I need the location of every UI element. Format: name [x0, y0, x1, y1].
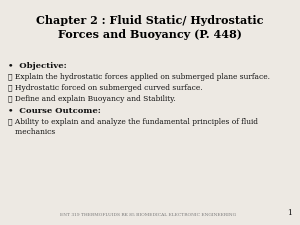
- Text: ✓ Hydrostatic forced on submerged curved surface.: ✓ Hydrostatic forced on submerged curved…: [8, 84, 202, 92]
- Text: •  Objective:: • Objective:: [8, 62, 67, 70]
- Text: 1: 1: [287, 209, 292, 217]
- Text: ✓ Ability to explain and analyze the fundamental principles of fluid
   mechanic: ✓ Ability to explain and analyze the fun…: [8, 118, 258, 136]
- Text: ✓ Define and explain Buoyancy and Stability.: ✓ Define and explain Buoyancy and Stabil…: [8, 95, 176, 103]
- Text: ✓ Explain the hydrostatic forces applied on submerged plane surface.: ✓ Explain the hydrostatic forces applied…: [8, 73, 270, 81]
- Text: •  Course Outcome:: • Course Outcome:: [8, 107, 101, 115]
- Text: ENT 319 THERMOFLUIDS RK 85 BIOMEDICAL ELECTRONIC ENGINEERING: ENT 319 THERMOFLUIDS RK 85 BIOMEDICAL EL…: [60, 213, 236, 217]
- Text: Chapter 2 : Fluid Static/ Hydrostatic
Forces and Buoyancy (P. 448): Chapter 2 : Fluid Static/ Hydrostatic Fo…: [36, 15, 264, 40]
